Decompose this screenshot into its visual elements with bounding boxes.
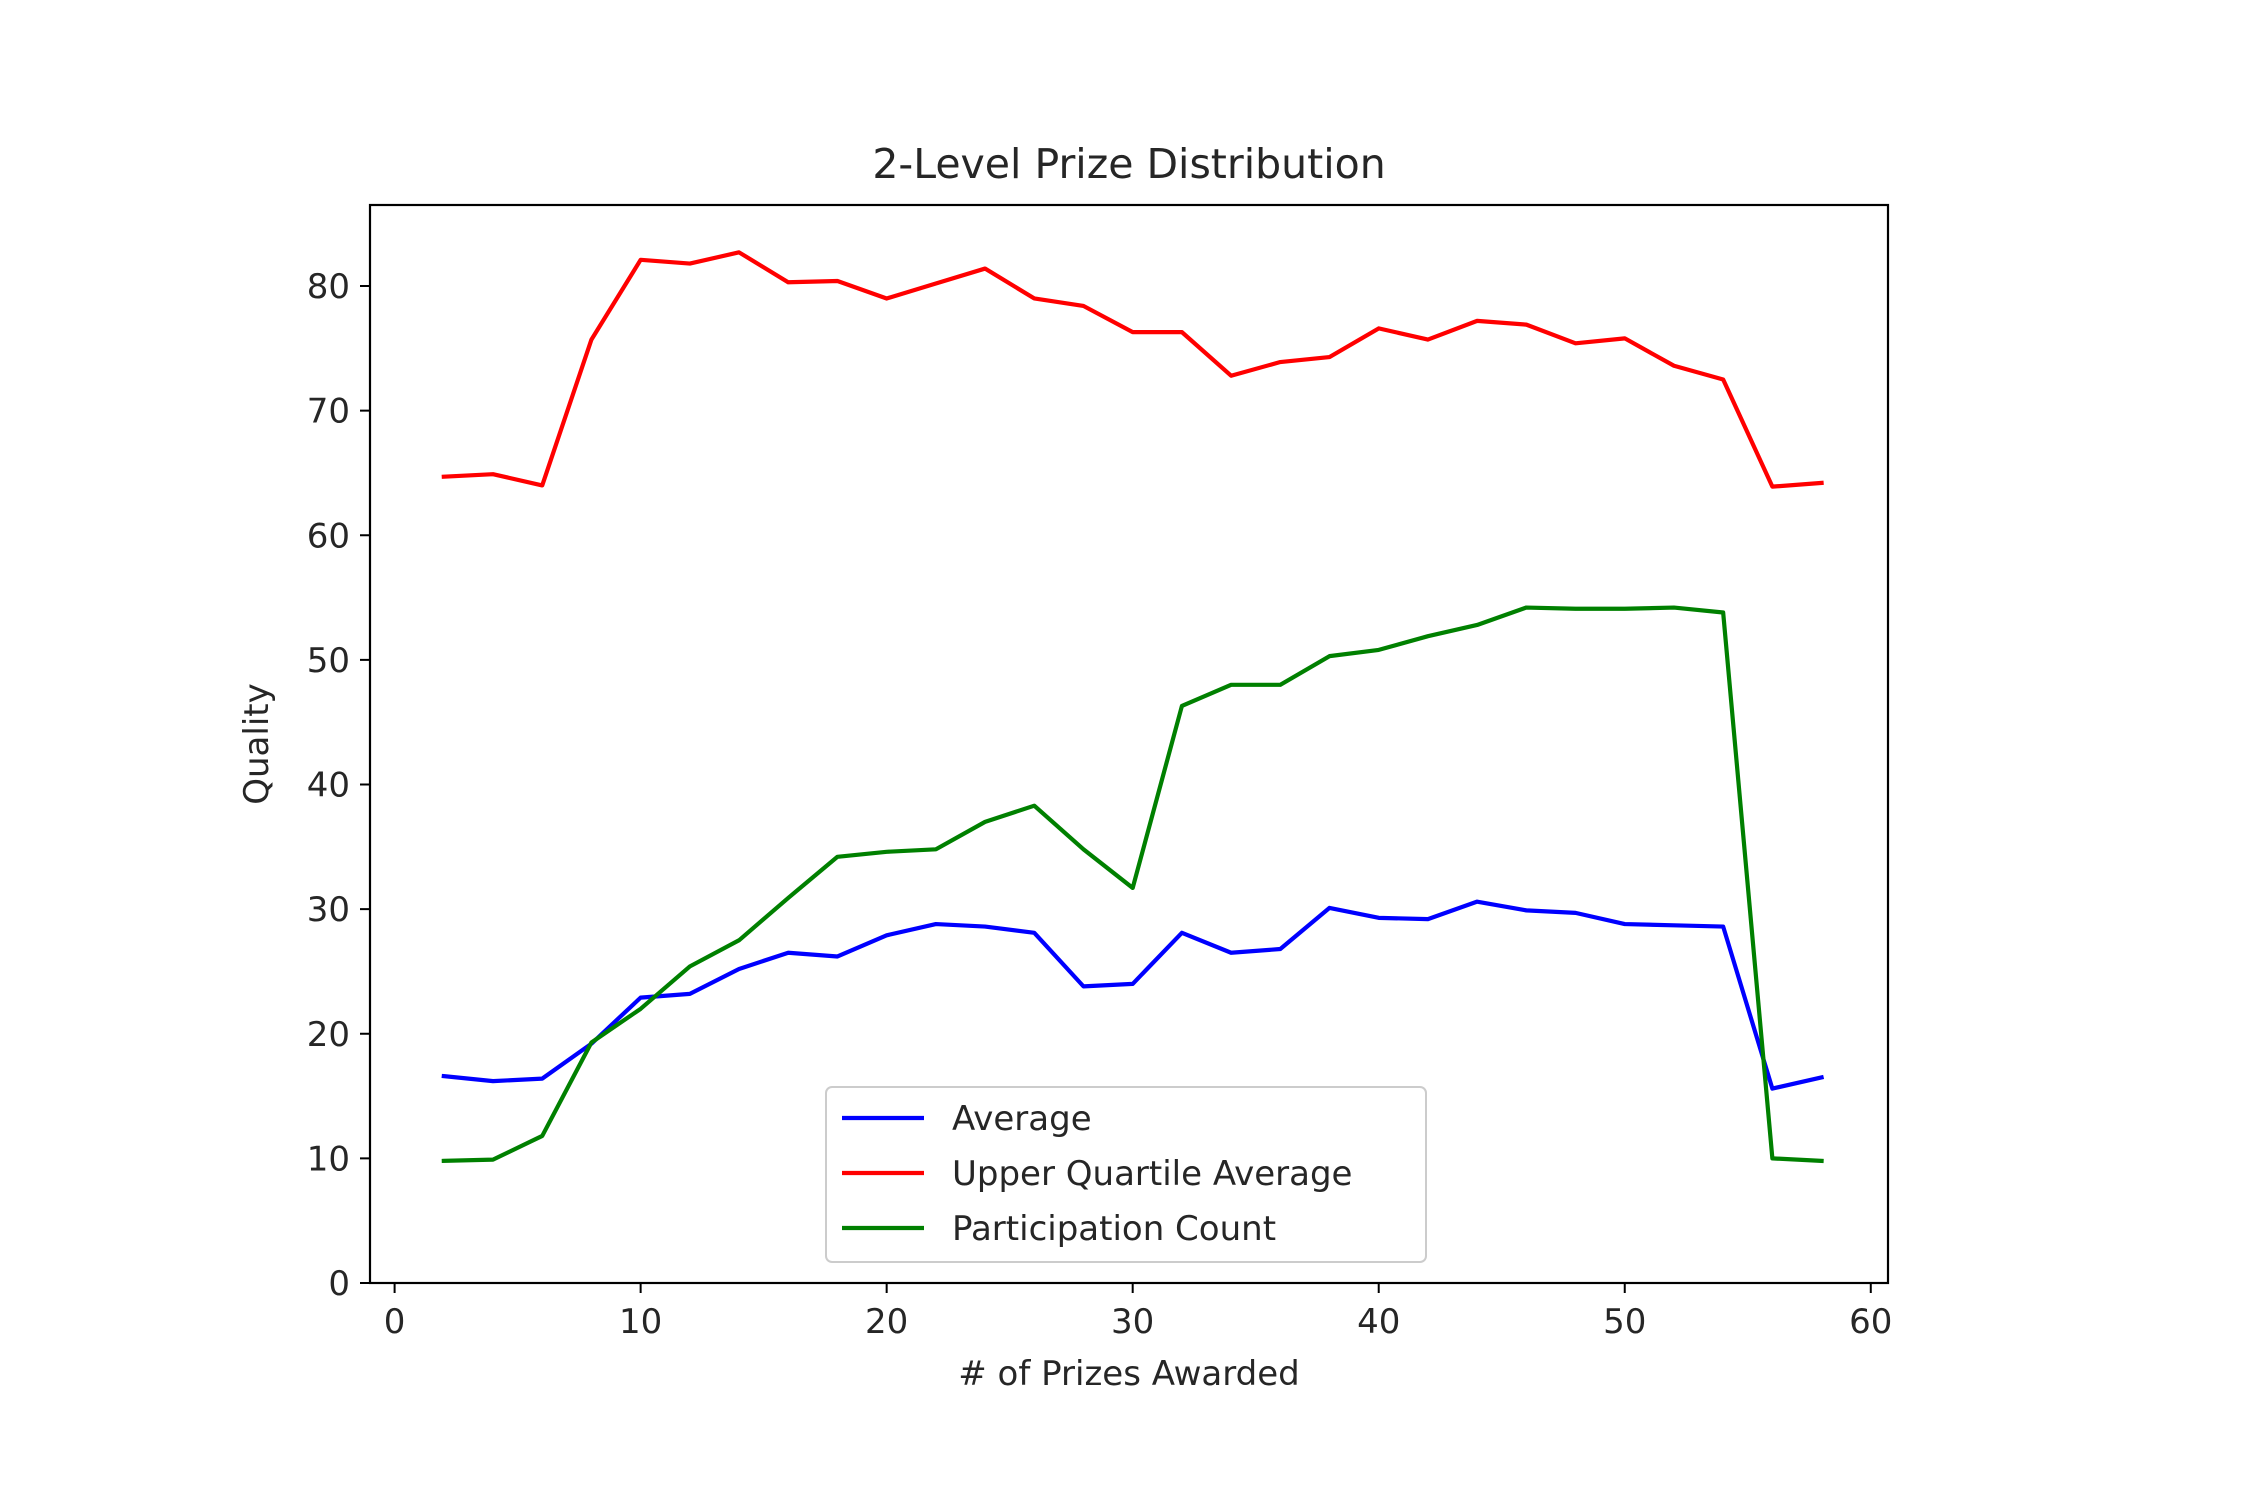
legend-item: Participation Count xyxy=(842,1209,1276,1249)
y-tick-label: 70 xyxy=(307,392,350,432)
y-tick-label: 50 xyxy=(307,641,350,681)
x-tick-label: 20 xyxy=(865,1302,908,1342)
x-tick-label: 30 xyxy=(1111,1302,1154,1342)
chart-title: 2-Level Prize Distribution xyxy=(872,140,1385,188)
x-axis-ticks: 0 10 20 30 40 50 60 xyxy=(384,1283,1892,1342)
series-lines xyxy=(441,250,1825,1164)
x-tick-label: 60 xyxy=(1849,1302,1892,1342)
series-line-0 xyxy=(441,899,1825,1091)
legend-label: Participation Count xyxy=(952,1209,1276,1249)
legend-label: Upper Quartile Average xyxy=(952,1154,1352,1194)
y-axis-label: Quality xyxy=(237,683,277,805)
y-axis-ticks: 0 10 20 30 40 50 60 70 80 xyxy=(307,267,370,1304)
y-tick-label: 0 xyxy=(328,1264,350,1304)
y-tick-label: 80 xyxy=(307,267,350,307)
series-line-1 xyxy=(441,250,1824,489)
y-tick-label: 60 xyxy=(307,516,350,556)
y-tick-label: 30 xyxy=(307,890,350,930)
y-tick-label: 20 xyxy=(307,1015,350,1055)
legend: Average Upper Quartile Average Participati… xyxy=(825,1086,1427,1263)
x-tick-label: 40 xyxy=(1357,1302,1400,1342)
x-tick-label: 50 xyxy=(1603,1302,1646,1342)
legend-item: Average xyxy=(842,1099,1092,1139)
x-axis-label: # of Prizes Awarded xyxy=(958,1354,1299,1394)
legend-box xyxy=(825,1086,1427,1263)
x-tick-label: 0 xyxy=(384,1302,406,1342)
plot-frame xyxy=(368,203,1890,1285)
legend-label: Average xyxy=(952,1099,1092,1139)
x-tick-label: 10 xyxy=(619,1302,662,1342)
y-tick-label: 40 xyxy=(307,766,350,806)
y-tick-label: 10 xyxy=(307,1139,350,1179)
series-line-2 xyxy=(441,605,1824,1164)
legend-item: Upper Quartile Average xyxy=(842,1154,1352,1194)
plot-area: 0 10 20 30 40 50 60 0 10 20 30 40 50 60 70 80 xyxy=(307,203,1892,1342)
